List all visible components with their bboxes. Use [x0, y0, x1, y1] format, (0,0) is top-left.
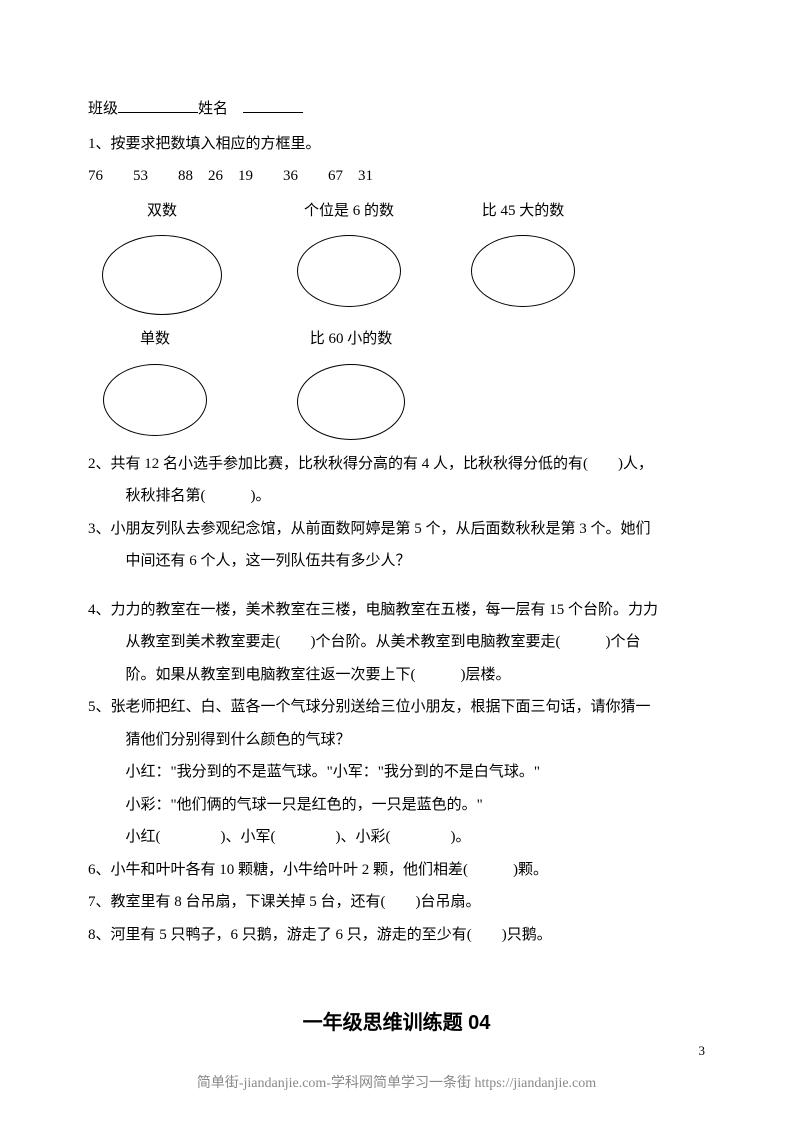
- ellipse-group: 比 45 大的数: [471, 197, 575, 308]
- q5-line1: 5、张老师把红、白、蓝各一个气球分别送给三位小朋友，根据下面三句话，请你猜一: [88, 693, 705, 722]
- q4-line1: 4、力力的教室在一楼，美术教室在三楼，电脑教室在五楼，每一层有 15 个台阶。力…: [88, 596, 705, 625]
- next-title: 一年级思维训练题 04: [88, 1004, 705, 1042]
- ellipse-label: 比 45 大的数: [482, 197, 565, 226]
- ellipse-shape: [297, 235, 401, 307]
- ellipse-group: 比 60 小的数: [297, 325, 405, 440]
- q8-text: 8、河里有 5 只鸭子，6 只鹅，游走了 6 只，游走的至少有( )只鹅。: [88, 921, 705, 950]
- q3-line2: 中间还有 6 个人，这一列队伍共有多少人？: [88, 547, 705, 576]
- ellipse-label: 个位是 6 的数: [304, 197, 394, 226]
- class-blank: [118, 95, 198, 113]
- ellipse-group: 个位是 6 的数: [297, 197, 401, 308]
- ellipse-shape: [103, 364, 207, 436]
- q1-prompt: 1、按要求把数填入相应的方框里。: [88, 130, 705, 159]
- footer-text: 简单街-jiandanjie.com-学科网简单学习一条街 https://ji…: [0, 1071, 793, 1098]
- ellipse-group: 单数: [103, 325, 207, 436]
- q5-line2: 猜他们分别得到什么颜色的气球？: [88, 726, 705, 755]
- q7-text: 7、教室里有 8 台吊扇，下课关掉 5 台，还有( )台吊扇。: [88, 888, 705, 917]
- q5-line4: 小彩："他们俩的气球一只是红色的，一只是蓝色的。": [88, 791, 705, 820]
- q5-line3: 小红："我分到的不是蓝气球。"小军："我分到的不是白气球。": [88, 758, 705, 787]
- q1-numbers: 76 53 88 26 19 36 67 31: [88, 162, 705, 191]
- header-line: 班级 姓名: [88, 95, 705, 124]
- name-label: 姓名: [198, 101, 228, 117]
- class-label: 班级: [88, 101, 118, 117]
- q6-text: 6、小牛和叶叶各有 10 颗糖，小牛给叶叶 2 颗，他们相差( )颗。: [88, 856, 705, 885]
- ellipse-shape: [471, 235, 575, 307]
- q1-ellipse-row2: 单数 比 60 小的数: [88, 325, 705, 440]
- page-number: 3: [699, 1039, 706, 1064]
- ellipse-label: 单数: [140, 325, 170, 354]
- ellipse-shape: [102, 235, 222, 315]
- q4-line2: 从教室到美术教室要走( )个台阶。从美术教室到电脑教室要走( )个台: [88, 628, 705, 657]
- q1-ellipse-row1: 双数 个位是 6 的数 比 45 大的数: [88, 197, 705, 316]
- ellipse-shape: [297, 364, 405, 440]
- ellipse-label: 双数: [147, 197, 177, 226]
- q5-line5: 小红( )、小军( )、小彩( )。: [88, 823, 705, 852]
- q2-line1: 2、共有 12 名小选手参加比赛，比秋秋得分高的有 4 人，比秋秋得分低的有( …: [88, 450, 705, 479]
- q2-line2: 秋秋排名第( )。: [88, 482, 705, 511]
- name-blank: [243, 95, 303, 113]
- q3-line1: 3、小朋友列队去参观纪念馆，从前面数阿婷是第 5 个，从后面数秋秋是第 3 个。…: [88, 515, 705, 544]
- ellipse-group: 双数: [102, 197, 222, 316]
- q4-line3: 阶。如果从教室到电脑教室往返一次要上下( )层楼。: [88, 661, 705, 690]
- ellipse-label: 比 60 小的数: [310, 325, 393, 354]
